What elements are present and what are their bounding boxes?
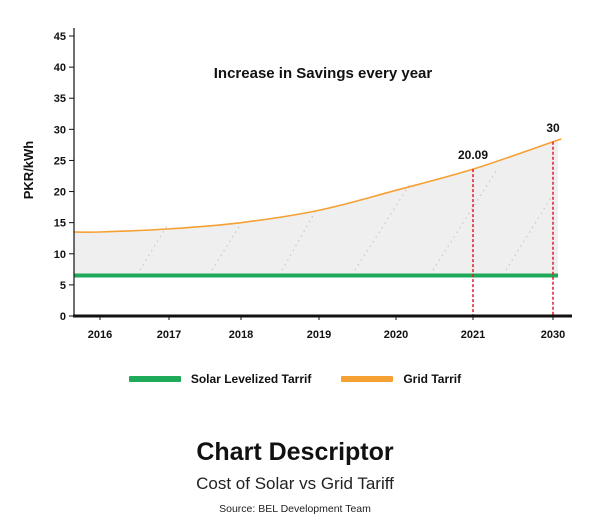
footer-title: Chart Descriptor: [196, 438, 394, 466]
y-tick-label-15: 15: [54, 218, 66, 230]
legend-label-solar: Solar Levelized Tarrif: [190, 372, 312, 386]
legend-item-solar: Solar Levelized Tarrif: [128, 372, 312, 386]
y-tick-label-10: 10: [54, 249, 66, 261]
hatch-line: [211, 221, 243, 271]
y-tick-label-20: 20: [54, 187, 66, 199]
hatch-line: [505, 195, 553, 271]
x-tick-label-2017: 2017: [157, 329, 181, 341]
y-axis-label: PKR/kWh: [21, 141, 36, 200]
x-tick-label-2021: 2021: [461, 329, 485, 341]
chart: 20.09 30 0 5 10 15 20 25 30 35 40 45 2016 2017 2018 201…: [21, 28, 572, 341]
hatch-line: [281, 211, 316, 271]
y-tick-label-30: 30: [54, 124, 66, 136]
legend: Solar Levelized Tarrif Grid Tarrif: [0, 372, 590, 386]
footer-subtitle: Cost of Solar vs Grid Tariff: [196, 474, 394, 493]
x-tick-label-2019: 2019: [307, 329, 331, 341]
hatch-line: [139, 223, 169, 271]
y-tick-label-45: 45: [54, 31, 66, 43]
chart-annotation: Increase in Savings every year: [214, 65, 433, 82]
y-tick-label-0: 0: [60, 311, 66, 323]
series-layer: [73, 138, 562, 316]
hatch-line: [354, 183, 411, 271]
y-tick-label-40: 40: [54, 62, 66, 74]
legend-swatch-solar: [128, 376, 181, 382]
savings-area: [74, 139, 561, 276]
y-tick-label-35: 35: [54, 93, 66, 105]
x-tick-label-2016: 2016: [88, 329, 112, 341]
hatch-layer: [139, 167, 553, 271]
footer-source: Source: BEL Development Team: [219, 503, 371, 515]
legend-item-grid: Grid Tarrif: [341, 372, 461, 386]
x-tick-label-2030: 2030: [541, 329, 565, 341]
series-line-grid: [73, 138, 562, 234]
x-tick-label-2018: 2018: [229, 329, 253, 341]
label-layer: 20.09 30 0 5 10 15 20 25 30 35 40 45 2016 2017 2018 201…: [54, 31, 565, 341]
data-label-2021: 20.09: [458, 148, 488, 162]
y-tick-label-5: 5: [60, 280, 66, 292]
legend-label-grid: Grid Tarrif: [403, 372, 462, 386]
y-tick-label-25: 25: [54, 155, 66, 167]
savings-area-layer: [74, 139, 561, 276]
x-tick-label-2020: 2020: [384, 329, 408, 341]
legend-swatch-grid: [341, 376, 394, 382]
data-label-2030: 30: [546, 121, 560, 135]
axis-layer: [69, 28, 572, 320]
